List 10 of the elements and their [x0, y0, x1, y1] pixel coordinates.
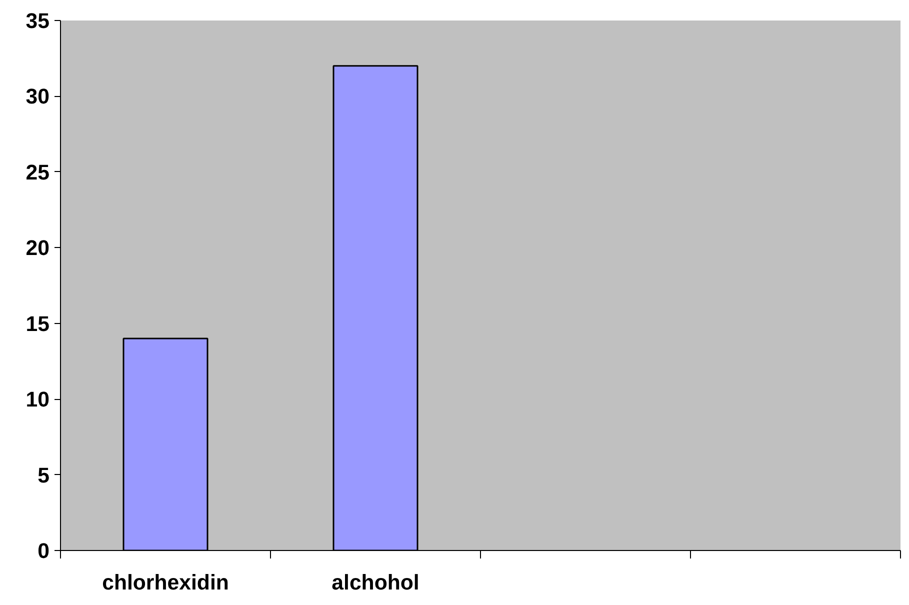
- y-tick-label: 30: [26, 84, 50, 109]
- y-tick-label: 10: [26, 388, 50, 412]
- x-tick-label: alchohol: [332, 570, 420, 594]
- y-tick-label: 15: [26, 312, 50, 336]
- y-tick-label: 20: [26, 236, 50, 260]
- y-tick-label: 25: [26, 160, 50, 184]
- y-tick-label: 35: [26, 9, 50, 33]
- y-tick-label: 5: [38, 463, 50, 488]
- x-tick-label: chlorhexidin: [102, 570, 229, 594]
- y-tick-label: 0: [38, 539, 50, 563]
